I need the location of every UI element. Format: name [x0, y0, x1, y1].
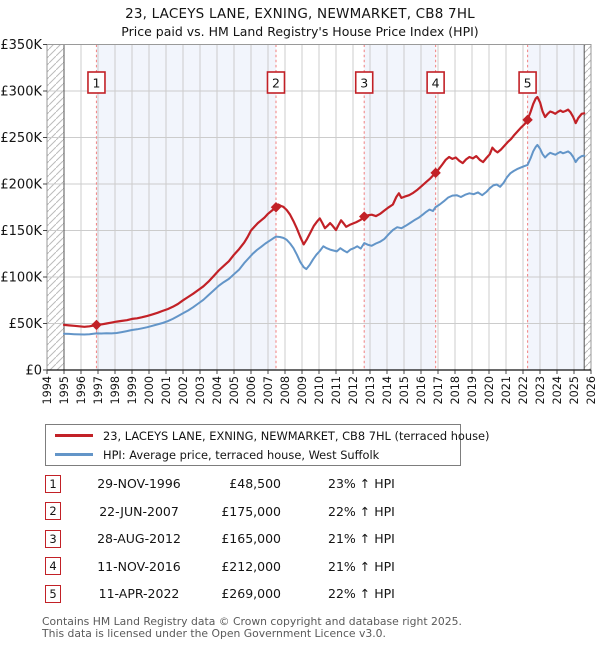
- svg-text:2026: 2026: [585, 376, 598, 404]
- svg-text:1998: 1998: [109, 376, 122, 404]
- svg-text:1997: 1997: [92, 376, 105, 404]
- sale-price: £175,000: [221, 503, 281, 519]
- svg-text:£50K: £50K: [9, 317, 43, 332]
- sale-point-markers: [91, 114, 533, 331]
- legend-row-price-paid: 23, LACEYS LANE, EXNING, NEWMARKET, CB8 …: [46, 428, 490, 443]
- sale-number-badge: 5: [45, 584, 61, 603]
- price-history-chart: 1 2 3 4 5 1994 1995 1996 1997 1998 1999 2000 2001 20…: [0, 38, 598, 404]
- sale-date: 11-APR-2022: [98, 586, 180, 601]
- chart-legend: 23, LACEYS LANE, EXNING, NEWMARKET, CB8 …: [45, 424, 490, 466]
- svg-text:2006: 2006: [245, 376, 258, 404]
- svg-text:£100K: £100K: [0, 271, 42, 286]
- svg-text:£350K: £350K: [0, 38, 42, 53]
- legend-label-price-paid: 23, LACEYS LANE, EXNING, NEWMARKET, CB8 …: [103, 428, 490, 443]
- legend-row-hpi: HPI: Average price, terraced house, West…: [46, 447, 460, 462]
- svg-text:2004: 2004: [211, 376, 224, 404]
- svg-text:2011: 2011: [330, 376, 343, 404]
- sale-row: 2 22-JUN-2007 £175,000 22% ↑ HPI: [45, 502, 565, 521]
- svg-text:2008: 2008: [279, 376, 292, 404]
- svg-text:1999: 1999: [126, 376, 139, 404]
- svg-text:2012: 2012: [347, 376, 360, 404]
- svg-text:2025: 2025: [568, 376, 581, 404]
- svg-text:2: 2: [272, 76, 280, 91]
- sale-price: £48,500: [229, 476, 281, 491]
- sale-date: 29-NOV-1996: [97, 476, 181, 491]
- svg-text:3: 3: [360, 76, 368, 91]
- page-subtitle: Price paid vs. HM Land Registry's House …: [121, 24, 479, 39]
- sales-table: 1 29-NOV-1996 £48,500 23% ↑ HPI 2 22-JUN-2007…: [45, 474, 565, 612]
- axes: [43, 44, 592, 374]
- sale-row: 4 11-NOV-2016 £212,000 21% ↑ HPI: [45, 557, 565, 576]
- hpi-line-swatch: [55, 453, 93, 456]
- svg-text:2010: 2010: [313, 376, 326, 404]
- sale-marker-lines: [95, 44, 529, 370]
- sale-row: 3 28-AUG-2012 £165,000 21% ↑ HPI: [45, 529, 565, 548]
- sale-hpi-delta: 22% ↑ HPI: [328, 586, 395, 601]
- svg-text:2017: 2017: [432, 376, 445, 404]
- svg-text:2002: 2002: [177, 376, 190, 404]
- sale-number-badge: 1: [45, 474, 61, 493]
- svg-text:4: 4: [432, 76, 440, 91]
- svg-text:2001: 2001: [160, 376, 173, 404]
- svg-text:5: 5: [524, 76, 532, 91]
- sale-date: 22-JUN-2007: [99, 503, 179, 519]
- license-footer: Contains HM Land Registry data © Crown c…: [42, 616, 462, 639]
- svg-text:1: 1: [92, 76, 100, 91]
- ownership-period-bands: [96, 44, 585, 370]
- legend-label-hpi: HPI: Average price, terraced house, West…: [103, 447, 380, 462]
- sale-hpi-delta: 22% ↑ HPI: [328, 503, 395, 519]
- sale-price: £269,000: [221, 586, 281, 601]
- svg-text:2005: 2005: [228, 376, 241, 404]
- sale-date: 28-AUG-2012: [97, 531, 181, 546]
- no-data-hatch-areas: [47, 44, 591, 370]
- svg-text:2013: 2013: [364, 376, 377, 404]
- svg-text:2024: 2024: [551, 376, 564, 404]
- svg-text:£300K: £300K: [0, 85, 42, 100]
- svg-text:2003: 2003: [194, 376, 207, 404]
- svg-text:2016: 2016: [415, 376, 428, 404]
- sale-row: 5 11-APR-2022 £269,000 22% ↑ HPI: [45, 584, 565, 603]
- svg-text:1994: 1994: [41, 376, 54, 404]
- sale-date: 11-NOV-2016: [97, 558, 181, 574]
- svg-text:2022: 2022: [517, 376, 530, 404]
- svg-text:2015: 2015: [398, 376, 411, 404]
- svg-text:2018: 2018: [449, 376, 462, 404]
- svg-text:2000: 2000: [143, 376, 156, 404]
- svg-text:2019: 2019: [466, 376, 479, 404]
- svg-text:2007: 2007: [262, 376, 275, 404]
- footer-line-1: Contains HM Land Registry data © Crown c…: [42, 615, 462, 628]
- footer-line-2: This data is licensed under the Open Gov…: [42, 626, 386, 640]
- sale-row: 1 29-NOV-1996 £48,500 23% ↑ HPI: [45, 474, 565, 493]
- price-series-lines: [62, 95, 586, 336]
- sale-number-badge: 2: [45, 502, 61, 520]
- sale-number-badges: 1 2 3 4 5: [87, 71, 537, 94]
- sale-hpi-delta: 21% ↑ HPI: [328, 558, 395, 574]
- sale-price: £212,000: [221, 558, 281, 574]
- svg-text:2009: 2009: [296, 376, 309, 404]
- svg-text:2014: 2014: [381, 376, 394, 404]
- svg-text:£250K: £250K: [0, 131, 42, 146]
- sale-price: £165,000: [221, 531, 281, 546]
- price-paid-line-swatch: [55, 434, 93, 437]
- page-title: 23, LACEYS LANE, EXNING, NEWMARKET, CB8 …: [125, 6, 475, 22]
- svg-text:1996: 1996: [75, 376, 88, 404]
- svg-text:£150K: £150K: [0, 224, 42, 239]
- data-boundary-lines: [63, 44, 585, 370]
- y-axis-price-labels: £0 £50K £100K £150K £200K £250K £300K £350K: [0, 38, 42, 379]
- sale-hpi-delta: 23% ↑ HPI: [328, 476, 395, 491]
- sale-hpi-delta: 21% ↑ HPI: [328, 531, 395, 546]
- svg-text:£200K: £200K: [0, 178, 42, 193]
- svg-text:2020: 2020: [483, 376, 496, 404]
- x-axis-year-labels: 1994 1995 1996 1997 1998 1999 2000 2001 2002 2003…: [41, 376, 598, 404]
- svg-text:1995: 1995: [58, 376, 71, 404]
- svg-text:2023: 2023: [534, 376, 547, 404]
- sale-number-badge: 4: [45, 557, 61, 575]
- svg-text:£0: £0: [25, 364, 42, 379]
- svg-text:2021: 2021: [500, 376, 513, 404]
- sale-number-badge: 3: [45, 529, 61, 548]
